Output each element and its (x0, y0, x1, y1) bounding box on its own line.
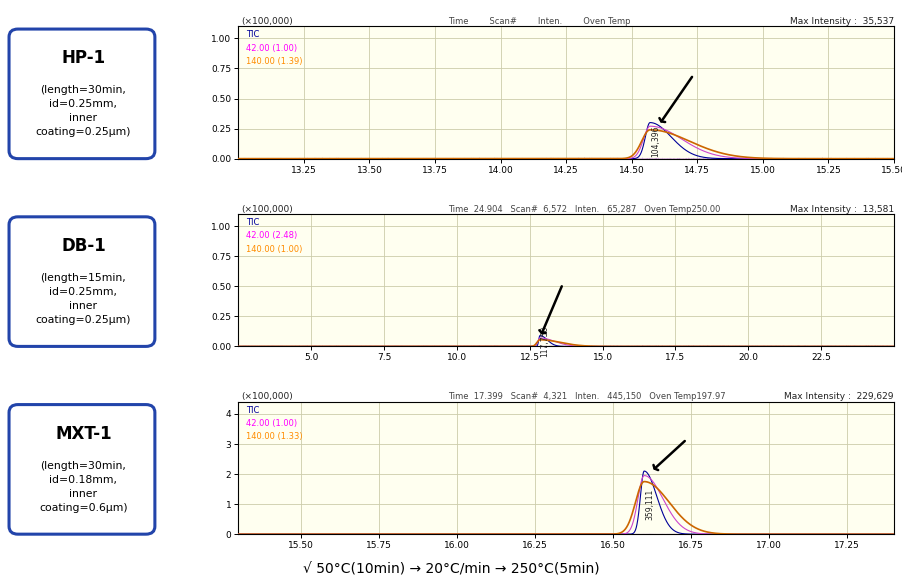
Text: (×100,000): (×100,000) (242, 392, 293, 402)
Text: (×100,000): (×100,000) (242, 204, 293, 214)
Text: 117,758: 117,758 (539, 326, 548, 357)
Text: 140.00 (1.33): 140.00 (1.33) (246, 433, 302, 441)
Text: 359,111: 359,111 (645, 488, 654, 519)
Text: Max Intensity :  229,629: Max Intensity : 229,629 (784, 392, 893, 402)
Text: (length=15min,
id=0.25mm,
inner
coating=0.25μm): (length=15min, id=0.25mm, inner coating=… (36, 273, 131, 325)
Text: (×100,000): (×100,000) (242, 17, 293, 26)
Text: Time        Scan#        Inten.        Oven Temp: Time Scan# Inten. Oven Temp (447, 17, 630, 26)
Text: √ 50°C(10min) → 20°C/min → 250°C(5min): √ 50°C(10min) → 20°C/min → 250°C(5min) (303, 562, 599, 576)
Text: 140.00 (1.00): 140.00 (1.00) (246, 245, 302, 254)
Text: DB-1: DB-1 (61, 237, 106, 255)
Text: 140.00 (1.39): 140.00 (1.39) (246, 57, 302, 66)
Text: TIC: TIC (246, 31, 259, 39)
Text: 42.00 (1.00): 42.00 (1.00) (246, 43, 297, 53)
Text: Max Intensity :  13,581: Max Intensity : 13,581 (789, 204, 893, 214)
Text: 42.00 (1.00): 42.00 (1.00) (246, 419, 297, 428)
Text: 104,396: 104,396 (650, 126, 659, 157)
FancyBboxPatch shape (9, 29, 155, 158)
Text: MXT-1: MXT-1 (55, 424, 112, 443)
FancyBboxPatch shape (9, 217, 155, 346)
Text: TIC: TIC (246, 406, 259, 415)
Text: Max Intensity :  35,537: Max Intensity : 35,537 (789, 17, 893, 26)
Text: Time  24.904   Scan#  6,572   Inten.   65,287   Oven Temp250.00: Time 24.904 Scan# 6,572 Inten. 65,287 Ov… (447, 204, 720, 214)
Text: TIC: TIC (246, 218, 259, 227)
Text: (length=30min,
id=0.18mm,
inner
coating=0.6μm): (length=30min, id=0.18mm, inner coating=… (39, 461, 127, 512)
Text: 42.00 (2.48): 42.00 (2.48) (246, 231, 297, 240)
FancyBboxPatch shape (9, 404, 155, 534)
Text: HP-1: HP-1 (61, 49, 106, 67)
Text: Time  17.399   Scan#  4,321   Inten.   445,150   Oven Temp197.97: Time 17.399 Scan# 4,321 Inten. 445,150 O… (447, 392, 725, 402)
Text: (length=30min,
id=0.25mm,
inner
coating=0.25μm): (length=30min, id=0.25mm, inner coating=… (36, 85, 131, 137)
